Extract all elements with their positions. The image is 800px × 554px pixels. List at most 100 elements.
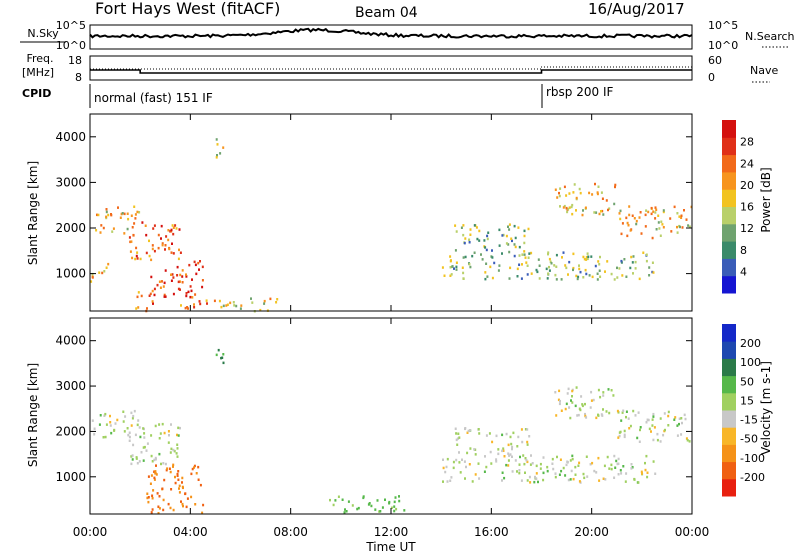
power-echo-cell [153,249,156,253]
velocity-echo-cell [154,424,157,428]
power-echo-cell [575,196,578,200]
velocity-echo-cell [158,423,161,426]
power-echo-cell [599,275,602,278]
velocity-echo-cell [495,460,498,463]
velocity-echo-cell [102,436,105,439]
velocity-echo-cell [491,440,494,444]
velocity-echo-cell [152,489,155,492]
velocity-echo-cell [456,437,459,440]
power-echo-cell [148,239,150,243]
power-echo-cell [688,225,691,228]
velocity-echo-cell [637,411,640,414]
velocity-echo-cell [590,390,593,394]
power-echo-cell [105,266,108,269]
colorbar-tick-label: 12 [740,222,754,235]
velocity-echo-cell [127,433,130,437]
power-echo-cell [645,259,648,263]
velocity-echo-cell [128,439,131,442]
velocity-echo-cell [168,434,170,437]
power-echo-cell [451,265,454,268]
power-echo-cell [635,222,638,226]
velocity-echo-cell [174,475,176,479]
velocity-echo-cell [659,417,662,420]
power-echo-cell [232,301,235,304]
velocity-echo-cell [478,477,481,480]
velocity-echo-cell [564,407,567,411]
power-echo-cell [170,279,173,282]
velocity-echo-cell [478,432,481,435]
velocity-echo-cell [546,465,549,469]
power-echo-cell [222,146,225,149]
velocity-echo-cell [501,479,503,482]
power-echo-cell [559,205,561,208]
velocity-echo-cell [674,416,677,419]
power-echo-cell [625,275,628,278]
velocity-echo-cell [177,478,180,481]
velocity-echo-cell [153,458,156,462]
power-echo-cell [149,292,152,296]
power-echo-cell [547,252,549,256]
velocity-echo-cell [456,443,459,446]
power-echo-cell [206,302,208,305]
power-echo-cell [485,248,488,252]
power-echo-cell [591,193,594,196]
velocity-echo-cell [508,454,511,457]
power-echo-cell [565,266,568,270]
power-echo-cell [591,275,594,279]
velocity-echo-cell [613,476,616,479]
power-echo-cell [619,209,622,213]
velocity-echo-cell [610,389,613,392]
power-echo-cell [513,254,516,258]
velocity-echo-cell [613,454,616,458]
power-echo-cell [608,207,611,210]
power-echo-cell [632,255,635,258]
velocity-echo-cell [147,475,150,478]
velocity-echo-cell [656,438,659,442]
power-echo-cell [194,293,197,296]
power-echo-cell [179,280,181,283]
velocity-echo-cell [398,495,400,498]
velocity-echo-cell [535,472,538,475]
velocity-echo-cell [131,417,134,420]
power-echo-cell [162,285,165,288]
power-echo-cell [126,212,129,215]
velocity-echo-cell [467,429,470,433]
velocity-echo-cell [444,470,447,474]
power-echo-cell [153,224,156,227]
beam-label: Beam 04 [355,5,418,21]
velocity-echo-cell [554,475,557,479]
colorbar-tick-label: 16 [740,201,754,214]
colorbar-segment [722,171,736,190]
velocity-echo-cell [91,419,94,422]
power-echo-cell [616,266,618,270]
velocity-echo-cell [535,464,538,468]
velocity-echo-cell [473,448,476,451]
velocity-echo-cell [442,458,444,461]
velocity-echo-cell [522,454,525,457]
colorbar-tick-label: -50 [740,433,758,446]
power-echo-cell [549,260,552,264]
power-echo-cell [583,257,586,261]
power-echoes [90,138,693,313]
power-echo-cell [564,264,567,267]
velocity-echo-cell [484,455,486,458]
velocity-echo-cell [583,476,586,480]
power-echo-cell [111,230,114,233]
power-echo-region [149,260,204,299]
power-echo-cell [524,256,527,259]
velocity-echo-cell [617,462,620,465]
velocity-echo-cell [143,445,146,449]
velocity-echo-cell [164,462,167,466]
power-echo-cell [516,275,519,278]
velocity-echo-cell [452,460,455,464]
power-echo-cell [678,215,681,218]
power-echo-cell [91,272,94,276]
velocity-echo-cell [180,500,182,503]
power-echo-cell [596,272,599,275]
velocity-echo-cell [551,462,554,465]
power-echo-cell [670,230,673,233]
power-echo-cell [148,294,151,297]
velocity-echo-cell [458,451,460,454]
power-echo-cell [164,244,167,247]
power-echo-cell [567,273,569,276]
